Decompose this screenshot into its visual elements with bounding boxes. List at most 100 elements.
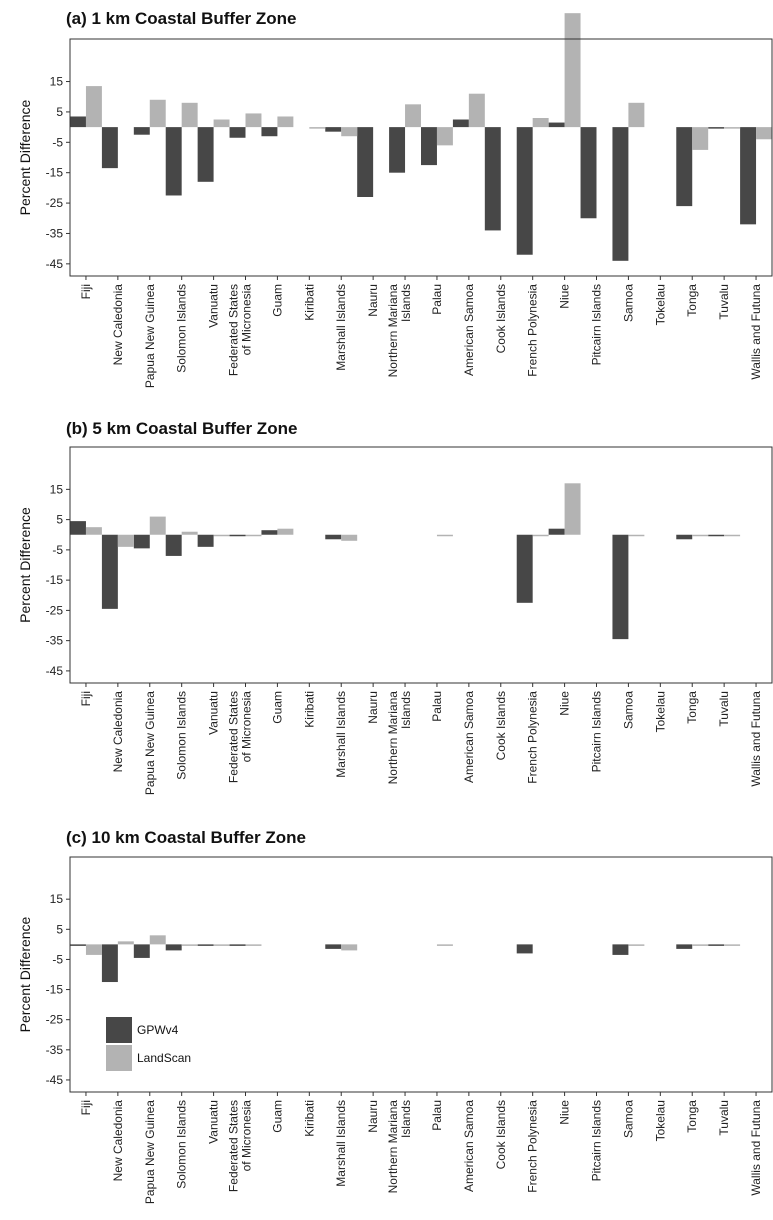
bar-gpwv4-8 xyxy=(325,127,342,132)
bar-gpwv4-4 xyxy=(197,127,214,182)
bar-landscan-4 xyxy=(213,534,230,537)
panel-title: (c) 10 km Coastal Buffer Zone xyxy=(66,828,306,847)
x-tick-label: Papua New Guinea xyxy=(143,1100,157,1204)
bar-landscan-2 xyxy=(149,935,166,945)
x-tick-label: Palau xyxy=(430,1100,444,1131)
bar-landscan-20 xyxy=(724,534,741,537)
bar-landscan-8 xyxy=(341,534,358,541)
x-tick-label: Pitcairn Islands xyxy=(590,284,604,365)
x-tick-label: French Polynesia xyxy=(526,691,540,784)
bar-gpwv4-21 xyxy=(740,127,757,225)
bar-gpwv4-16 xyxy=(580,127,597,219)
x-tick-label: Marshall Islands xyxy=(334,691,348,778)
bar-landscan-0 xyxy=(85,86,102,128)
x-tick-label: Kiribati xyxy=(302,284,316,321)
x-tick-label: Cook Islands xyxy=(494,284,508,353)
chart-panel-3: (c) 10 km Coastal Buffer Zone Percent Dif… xyxy=(17,828,773,1204)
bar-gpwv4-14 xyxy=(516,127,533,255)
y-axis-label: Percent Difference xyxy=(17,507,33,623)
bar-gpwv4-9 xyxy=(357,127,374,197)
x-tick-label: Northern MarianaIslands xyxy=(386,284,413,378)
y-tick-label: -5 xyxy=(52,543,63,557)
bar-gpwv4-8 xyxy=(325,944,342,949)
x-tick-label: Palau xyxy=(430,284,444,315)
y-axis-label: Percent Difference xyxy=(17,916,33,1032)
y-tick-label: -25 xyxy=(46,1013,64,1027)
bar-gpwv4-0 xyxy=(70,521,86,535)
bar-gpwv4-6 xyxy=(261,127,278,137)
bar-gpwv4-17 xyxy=(612,127,629,261)
x-tick-label: Nauru xyxy=(366,691,380,724)
x-tick-label: American Samoa xyxy=(462,1100,476,1192)
x-tick-label: Federated Statesof Micronesia xyxy=(227,1100,254,1192)
legend-label-gpwv4: GPWv4 xyxy=(137,1023,179,1037)
bar-landscan-17 xyxy=(628,534,645,537)
x-tick-label: New Caledonia xyxy=(111,1100,125,1182)
bar-landscan-0 xyxy=(85,527,102,535)
x-tick-label: American Samoa xyxy=(462,284,476,376)
x-tick-label: Cook Islands xyxy=(494,691,508,760)
bar-gpwv4-0 xyxy=(70,944,86,946)
x-tick-label: Nauru xyxy=(366,1100,380,1133)
x-tick-label: Northern MarianaIslands xyxy=(386,691,413,785)
bar-landscan-5 xyxy=(245,944,262,946)
x-tick-label: Samoa xyxy=(621,1100,635,1138)
bar-landscan-19 xyxy=(692,944,709,946)
bar-gpwv4-13 xyxy=(484,127,501,231)
x-tick-label: Marshall Islands xyxy=(334,284,348,371)
x-tick-label: Pitcairn Islands xyxy=(590,691,604,772)
bar-gpwv4-10 xyxy=(389,127,406,173)
x-tick-label: American Samoa xyxy=(462,691,476,783)
x-tick-label: Tonga xyxy=(685,1100,699,1133)
bar-gpwv4-19 xyxy=(676,127,693,207)
y-tick-label: 5 xyxy=(56,105,63,119)
bar-landscan-15 xyxy=(564,13,581,128)
legend-swatch-gpwv4 xyxy=(106,1017,132,1043)
legend-swatch-landscan xyxy=(106,1045,132,1071)
bar-gpwv4-12 xyxy=(452,119,469,128)
y-tick-label: 15 xyxy=(50,482,64,496)
bar-gpwv4-20 xyxy=(708,944,725,946)
panel-title: (a) 1 km Coastal Buffer Zone xyxy=(66,9,297,28)
bar-landscan-17 xyxy=(628,102,645,128)
bar-landscan-8 xyxy=(341,127,358,137)
y-tick-label: 5 xyxy=(56,513,63,527)
bar-gpwv4-4 xyxy=(197,534,214,547)
bar-landscan-20 xyxy=(724,944,741,946)
x-tick-label: Niue xyxy=(558,284,572,309)
x-tick-label: Guam xyxy=(270,691,284,724)
bar-landscan-11 xyxy=(436,127,453,146)
x-tick-label: Wallis and Futuna xyxy=(749,284,763,380)
bar-gpwv4-1 xyxy=(101,127,118,169)
x-tick-label: Cook Islands xyxy=(494,1100,508,1169)
bar-landscan-15 xyxy=(564,483,581,535)
bar-gpwv4-14 xyxy=(516,534,533,603)
x-tick-label: Northern MarianaIslands xyxy=(386,1100,413,1194)
bar-gpwv4-20 xyxy=(708,127,725,129)
x-tick-label: Wallis and Futuna xyxy=(749,1100,763,1196)
bar-gpwv4-5 xyxy=(229,534,246,537)
y-tick-label: -35 xyxy=(46,226,64,240)
bar-gpwv4-2 xyxy=(133,127,150,135)
y-tick-label: -45 xyxy=(46,1073,64,1087)
x-tick-label: Samoa xyxy=(621,691,635,729)
bar-landscan-14 xyxy=(532,118,549,128)
bar-gpwv4-4 xyxy=(197,944,214,946)
x-tick-label: Kiribati xyxy=(302,691,316,728)
bar-landscan-6 xyxy=(277,528,294,535)
x-tick-label: Papua New Guinea xyxy=(143,284,157,388)
y-axis-label: Percent Difference xyxy=(17,99,33,215)
bar-landscan-6 xyxy=(277,116,294,128)
x-tick-label: Solomon Islands xyxy=(175,691,189,780)
x-tick-label: Federated Statesof Micronesia xyxy=(227,284,254,376)
bar-gpwv4-6 xyxy=(261,530,278,535)
bar-landscan-21 xyxy=(756,127,772,140)
bar-gpwv4-14 xyxy=(516,944,533,954)
plot-frame xyxy=(69,38,773,277)
x-tick-label: Kiribati xyxy=(302,1100,316,1137)
x-tick-label: Niue xyxy=(558,691,572,716)
bar-landscan-10 xyxy=(405,104,421,128)
bar-landscan-4 xyxy=(213,944,230,946)
bar-landscan-11 xyxy=(436,944,453,946)
